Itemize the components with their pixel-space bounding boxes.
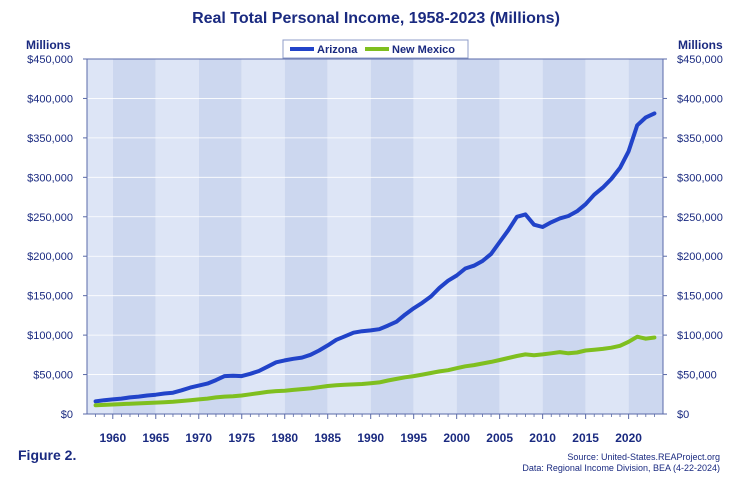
legend-label-arizona: Arizona <box>317 44 358 56</box>
y-axis-label-left: Millions <box>26 38 71 52</box>
background-band <box>155 59 199 414</box>
y-tick-label-left: $350,000 <box>27 133 73 145</box>
background-band <box>198 59 242 414</box>
background-band <box>413 59 457 414</box>
plot-frame <box>86 58 664 415</box>
y-tick-label-right: $100,000 <box>677 330 723 342</box>
legend-label-new-mexico: New Mexico <box>392 44 455 56</box>
x-tick-label: 2015 <box>572 431 599 445</box>
background-band <box>585 59 629 414</box>
y-tick-label-right: $250,000 <box>677 212 723 224</box>
y-tick-label-left: $200,000 <box>27 251 73 263</box>
background-band <box>456 59 500 414</box>
x-tick-label: 1995 <box>400 431 427 445</box>
x-tick-label: 2005 <box>486 431 513 445</box>
background-band <box>542 59 586 414</box>
x-axis: 1960 1965 1970 1975 1980 1985 1990 1995 2000 2005… <box>95 414 655 445</box>
background-bands <box>87 59 663 414</box>
y-tick-label-right: $450,000 <box>677 54 723 66</box>
y-tick-label-right: $200,000 <box>677 251 723 263</box>
y-tick-label-left: $450,000 <box>27 54 73 66</box>
y-tick-label-left: $0 <box>61 409 73 421</box>
x-tick-label: 1960 <box>99 431 126 445</box>
y-tick-label-left: $150,000 <box>27 291 73 303</box>
source-line-2: Data: Regional Income Division, BEA (4-2… <box>522 463 720 473</box>
y-tick-label-right: $150,000 <box>677 291 723 303</box>
y-tick-label-left: $300,000 <box>27 172 73 184</box>
x-tick-label: 1990 <box>357 431 384 445</box>
y-tick-label-right: $300,000 <box>677 172 723 184</box>
x-tick-label: 2010 <box>529 431 556 445</box>
background-band <box>628 59 663 414</box>
background-band <box>327 59 371 414</box>
y-tick-label-right: $400,000 <box>677 93 723 105</box>
figure-label: Figure 2. <box>18 447 76 463</box>
chart-title: Real Total Personal Income, 1958-2023 (M… <box>192 10 560 27</box>
y-tick-label-right: $50,000 <box>677 370 717 382</box>
x-tick-label: 1975 <box>228 431 255 445</box>
series-lines <box>93 111 657 408</box>
background-band <box>87 59 113 414</box>
x-tick-label: 1970 <box>185 431 212 445</box>
y-tick-label-right: $350,000 <box>677 133 723 145</box>
source-line-1: Source: United-States.REAProject.org <box>567 452 720 462</box>
background-band <box>241 59 285 414</box>
x-tick-label: 2000 <box>443 431 470 445</box>
series-line-new-mexico <box>93 334 657 408</box>
y-tick-label-left: $50,000 <box>33 370 73 382</box>
x-tick-label: 1985 <box>314 431 341 445</box>
x-tick-label: 1965 <box>142 431 169 445</box>
background-band <box>112 59 156 414</box>
y-tick-label-right: $0 <box>677 409 689 421</box>
series-line-arizona <box>93 111 657 404</box>
y-axis-right: $0 $50,000 $100,000 $150,000 $200,000 $250,00… <box>663 54 723 421</box>
y-axis-label-right: Millions <box>678 38 723 52</box>
y-tick-label-left: $250,000 <box>27 212 73 224</box>
y-tick-label-left: $400,000 <box>27 93 73 105</box>
x-tick-label: 1980 <box>271 431 298 445</box>
legend: Arizona New Mexico <box>282 39 469 59</box>
y-axis-left: $0 $50,000 $100,000 $150,000 $200,000 $250,00… <box>27 54 87 421</box>
background-band <box>370 59 414 414</box>
y-tick-label-left: $100,000 <box>27 330 73 342</box>
x-tick-label: 2020 <box>615 431 642 445</box>
